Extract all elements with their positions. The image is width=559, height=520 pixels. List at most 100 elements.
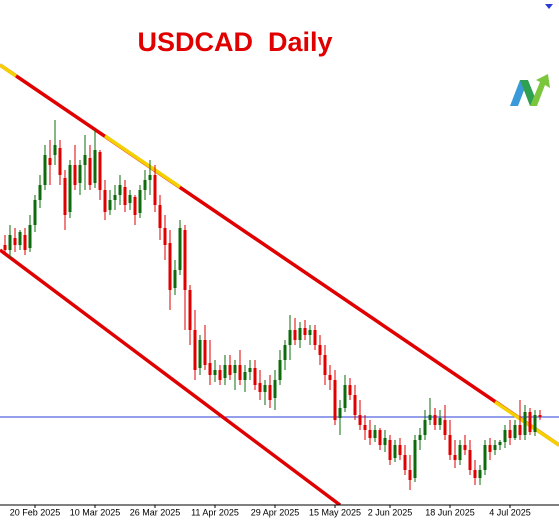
candle-body [528, 412, 532, 432]
candle-body [253, 368, 257, 385]
candle-body [163, 228, 167, 245]
channel-highlight [494, 400, 559, 447]
candle-body [458, 445, 462, 460]
candle-body [503, 430, 507, 442]
candle-body [128, 195, 132, 203]
x-tick-label: 26 Mar 2025 [130, 507, 181, 517]
candle-body [488, 445, 492, 452]
candle-body [98, 152, 102, 190]
candle-body [193, 330, 197, 370]
candle-body [283, 345, 287, 360]
candle-body [533, 415, 537, 432]
candle-body [8, 235, 12, 250]
candle-body [388, 440, 392, 460]
upper-channel-line [0, 63, 559, 447]
candle-body [293, 330, 297, 340]
candle-body [373, 430, 377, 438]
candle-body [463, 445, 467, 450]
candle-body [183, 230, 187, 290]
candle-body [303, 328, 307, 335]
candle-body [208, 363, 212, 375]
candle-body [443, 420, 447, 435]
candle-body [93, 150, 97, 183]
candle-body [313, 330, 317, 345]
candle-body [333, 380, 337, 420]
corner-marker [545, 4, 553, 9]
candle-body [88, 158, 92, 185]
candle-body [213, 370, 217, 375]
candle-body [363, 425, 367, 430]
candle-body [433, 415, 437, 425]
candle-body [53, 145, 57, 155]
candle-body [288, 330, 292, 345]
candle-body [328, 375, 332, 380]
candle-body [273, 380, 277, 398]
candle-body [33, 200, 37, 225]
candle-body [83, 155, 87, 165]
candle-body [233, 365, 237, 373]
candle-body [538, 415, 542, 417]
candle-body [358, 415, 362, 425]
x-tick-label: 20 Feb 2025 [10, 507, 61, 517]
x-tick-label: 29 Apr 2025 [251, 507, 300, 517]
candle-body [408, 470, 412, 480]
channel-highlight [104, 134, 181, 189]
candle-body [338, 408, 342, 418]
candle-body [43, 155, 47, 185]
candle-body [518, 425, 522, 435]
candle-body [68, 165, 72, 212]
candle-body [413, 440, 417, 478]
candle-body [28, 225, 32, 248]
candle-body [453, 455, 457, 460]
candle-body [478, 470, 482, 478]
candle-body [468, 450, 472, 470]
candle-body [348, 385, 352, 395]
candle-body [438, 418, 442, 425]
candle-body [228, 365, 232, 375]
candle-body [178, 228, 182, 270]
candle-body [63, 178, 67, 215]
candle-body [398, 445, 402, 455]
candle-body [13, 238, 17, 245]
candle-body [158, 205, 162, 228]
candle-body [473, 470, 477, 478]
logo-stroke [530, 74, 550, 106]
candle-body [138, 190, 142, 213]
candle-body [73, 165, 77, 185]
x-tick-label: 2 Jun 2025 [368, 507, 413, 517]
candle-body [483, 445, 487, 470]
candle-body [298, 328, 302, 340]
candle-body [223, 365, 227, 378]
candle-body [318, 345, 322, 355]
candle-body [243, 372, 247, 380]
candle-body [263, 385, 267, 392]
candle-body [423, 420, 427, 435]
candle-body [403, 455, 407, 470]
logo-stroke [520, 80, 536, 106]
candle-body [153, 175, 157, 205]
candle-body [493, 445, 497, 450]
candle-body [523, 412, 527, 435]
candle-body [3, 245, 7, 250]
candle-body [258, 383, 262, 392]
x-tick-label: 15 May 2025 [309, 507, 361, 517]
candle-body [323, 355, 327, 375]
candle-body [148, 175, 152, 180]
candle-body [308, 330, 312, 335]
candle-body [343, 385, 347, 408]
candle-body [173, 270, 177, 288]
candle-body [448, 435, 452, 455]
candle-body [143, 180, 147, 190]
candle-body [238, 365, 242, 380]
candle-body [418, 435, 422, 440]
candle-body [188, 290, 192, 330]
candle-body [498, 442, 502, 445]
candle-body [198, 340, 202, 368]
lower-channel-line [0, 248, 342, 507]
candle-body [113, 195, 117, 200]
candle-body [218, 370, 222, 380]
candle-body [18, 232, 22, 245]
candle-body [123, 187, 127, 205]
candle-body [353, 395, 357, 415]
